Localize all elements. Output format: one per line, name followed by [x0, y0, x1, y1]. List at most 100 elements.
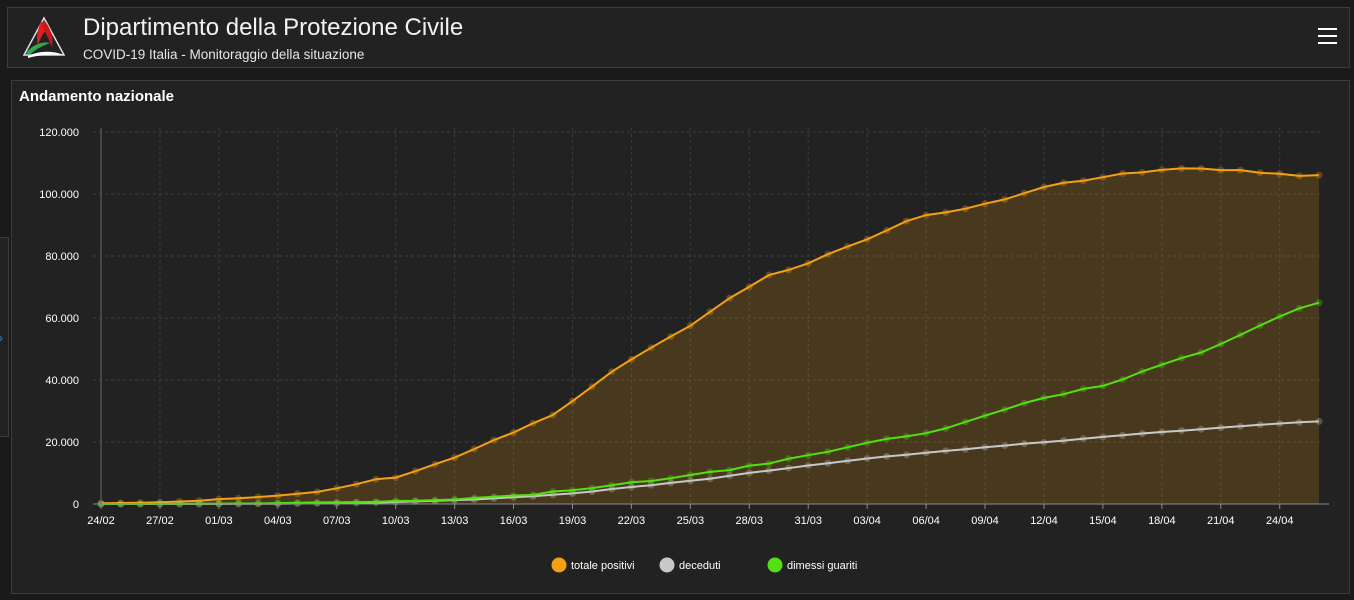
data-point-totale-positivi	[1276, 170, 1284, 178]
data-point-dimessi-guariti	[647, 477, 655, 485]
legend-label: deceduti	[679, 560, 721, 572]
data-point-dimessi-guariti	[863, 439, 871, 447]
data-point-deceduti	[1256, 421, 1264, 429]
data-point-deceduti	[863, 454, 871, 462]
data-point-deceduti	[844, 457, 852, 465]
data-point-dimessi-guariti	[883, 435, 891, 443]
data-point-totale-positivi	[1001, 195, 1009, 203]
data-point-totale-positivi	[372, 475, 380, 483]
legend[interactable]: totale positivi deceduti dimessi guariti	[551, 557, 858, 573]
data-point-deceduti	[568, 489, 576, 497]
legend-item-deceduti[interactable]: deceduti	[659, 557, 721, 573]
data-point-deceduti	[1295, 418, 1303, 426]
data-point-dimessi-guariti	[686, 471, 694, 479]
x-tick-label: 25/03	[677, 515, 705, 527]
data-point-dimessi-guariti	[274, 499, 282, 507]
panel-title: Andamento nazionale	[19, 88, 175, 105]
data-point-dimessi-guariti	[470, 494, 478, 502]
data-point-dimessi-guariti	[706, 468, 714, 476]
data-point-deceduti	[765, 467, 773, 475]
data-point-deceduti	[1197, 425, 1205, 433]
data-point-totale-positivi	[588, 383, 596, 391]
data-point-totale-positivi	[411, 467, 419, 475]
y-tick-label: 20.000	[45, 437, 79, 449]
data-point-deceduti	[627, 483, 635, 491]
data-point-dimessi-guariti	[1276, 312, 1284, 320]
data-point-deceduti	[1001, 442, 1009, 450]
data-point-totale-positivi	[431, 460, 439, 468]
data-point-dimessi-guariti	[824, 448, 832, 456]
data-point-dimessi-guariti	[844, 443, 852, 451]
data-point-totale-positivi	[961, 205, 969, 213]
data-point-dimessi-guariti	[1256, 322, 1264, 330]
data-point-deceduti	[922, 449, 930, 457]
data-point-totale-positivi	[804, 259, 812, 267]
data-point-totale-positivi	[274, 492, 282, 500]
data-point-deceduti	[1119, 431, 1127, 439]
data-point-dimessi-guariti	[549, 488, 557, 496]
y-tick-label: 120.000	[39, 127, 79, 139]
data-point-totale-positivi	[844, 243, 852, 251]
data-point-deceduti	[667, 479, 675, 487]
data-point-totale-positivi	[883, 226, 891, 234]
hamburger-menu-icon[interactable]	[1318, 27, 1338, 45]
data-point-totale-positivi	[1236, 166, 1244, 174]
data-point-dimessi-guariti	[1197, 348, 1205, 356]
data-point-deceduti	[549, 491, 557, 499]
data-point-totale-positivi	[1040, 183, 1048, 191]
data-point-totale-positivi	[235, 494, 243, 502]
data-point-totale-positivi	[313, 488, 321, 496]
data-point-dimessi-guariti	[568, 486, 576, 494]
data-point-totale-positivi	[293, 490, 301, 498]
data-point-dimessi-guariti	[981, 412, 989, 420]
x-tick-label: 06/04	[912, 515, 940, 527]
data-point-deceduti	[686, 477, 694, 485]
data-point-dimessi-guariti	[1060, 390, 1068, 398]
data-point-dimessi-guariti	[451, 496, 459, 504]
data-point-totale-positivi	[1138, 168, 1146, 176]
axis-layer: 0 20.000 40.000 60.000 80.000 100.000 120.000 2…	[39, 127, 1329, 527]
data-point-totale-positivi	[981, 200, 989, 208]
data-point-dimessi-guariti	[1020, 399, 1028, 407]
data-point-deceduti	[1020, 440, 1028, 448]
data-point-deceduti	[961, 445, 969, 453]
data-point-deceduti	[1079, 435, 1087, 443]
data-point-deceduti	[1040, 438, 1048, 446]
data-point-dimessi-guariti	[942, 424, 950, 432]
grid-layer	[93, 128, 1322, 504]
legend-item-totale-positivi[interactable]: totale positivi	[551, 557, 635, 573]
data-point-totale-positivi	[627, 355, 635, 363]
data-point-totale-positivi	[568, 397, 576, 405]
app-subtitle: COVID-19 Italia - Monitoraggio della sit…	[83, 47, 365, 62]
data-point-totale-positivi	[1177, 164, 1185, 172]
data-point-dimessi-guariti	[490, 493, 498, 501]
app-header: Dipartimento della Protezione Civile COV…	[7, 7, 1350, 68]
data-point-totale-positivi	[451, 454, 459, 462]
series-line-dimessi-guariti	[101, 301, 1320, 505]
data-point-totale-positivi	[1256, 169, 1264, 177]
data-point-totale-positivi	[333, 484, 341, 492]
data-point-totale-positivi	[195, 497, 203, 505]
x-tick-label: 16/03	[500, 515, 528, 527]
x-tick-label: 18/04	[1148, 515, 1176, 527]
data-point-totale-positivi	[1060, 179, 1068, 187]
data-point-dimessi-guariti	[293, 499, 301, 507]
data-point-dimessi-guariti	[922, 429, 930, 437]
data-point-dimessi-guariti	[1001, 406, 1009, 414]
x-tick-label: 10/03	[382, 515, 410, 527]
sidebar-toggle[interactable]: ›	[0, 237, 9, 437]
data-point-totale-positivi	[922, 211, 930, 219]
data-point-dimessi-guariti	[726, 466, 734, 474]
data-point-deceduti	[902, 451, 910, 459]
y-tick-label: 60.000	[45, 313, 79, 325]
data-point-totale-positivi	[863, 235, 871, 243]
data-point-dimessi-guariti	[1158, 361, 1166, 369]
data-point-dimessi-guariti	[588, 484, 596, 492]
data-point-totale-positivi	[1099, 173, 1107, 181]
data-point-deceduti	[608, 485, 616, 493]
data-point-dimessi-guariti	[1315, 299, 1323, 307]
data-point-deceduti	[785, 464, 793, 472]
legend-item-dimessi-guariti[interactable]: dimessi guariti	[767, 557, 858, 573]
data-point-dimessi-guariti	[667, 474, 675, 482]
data-point-deceduti	[745, 469, 753, 477]
